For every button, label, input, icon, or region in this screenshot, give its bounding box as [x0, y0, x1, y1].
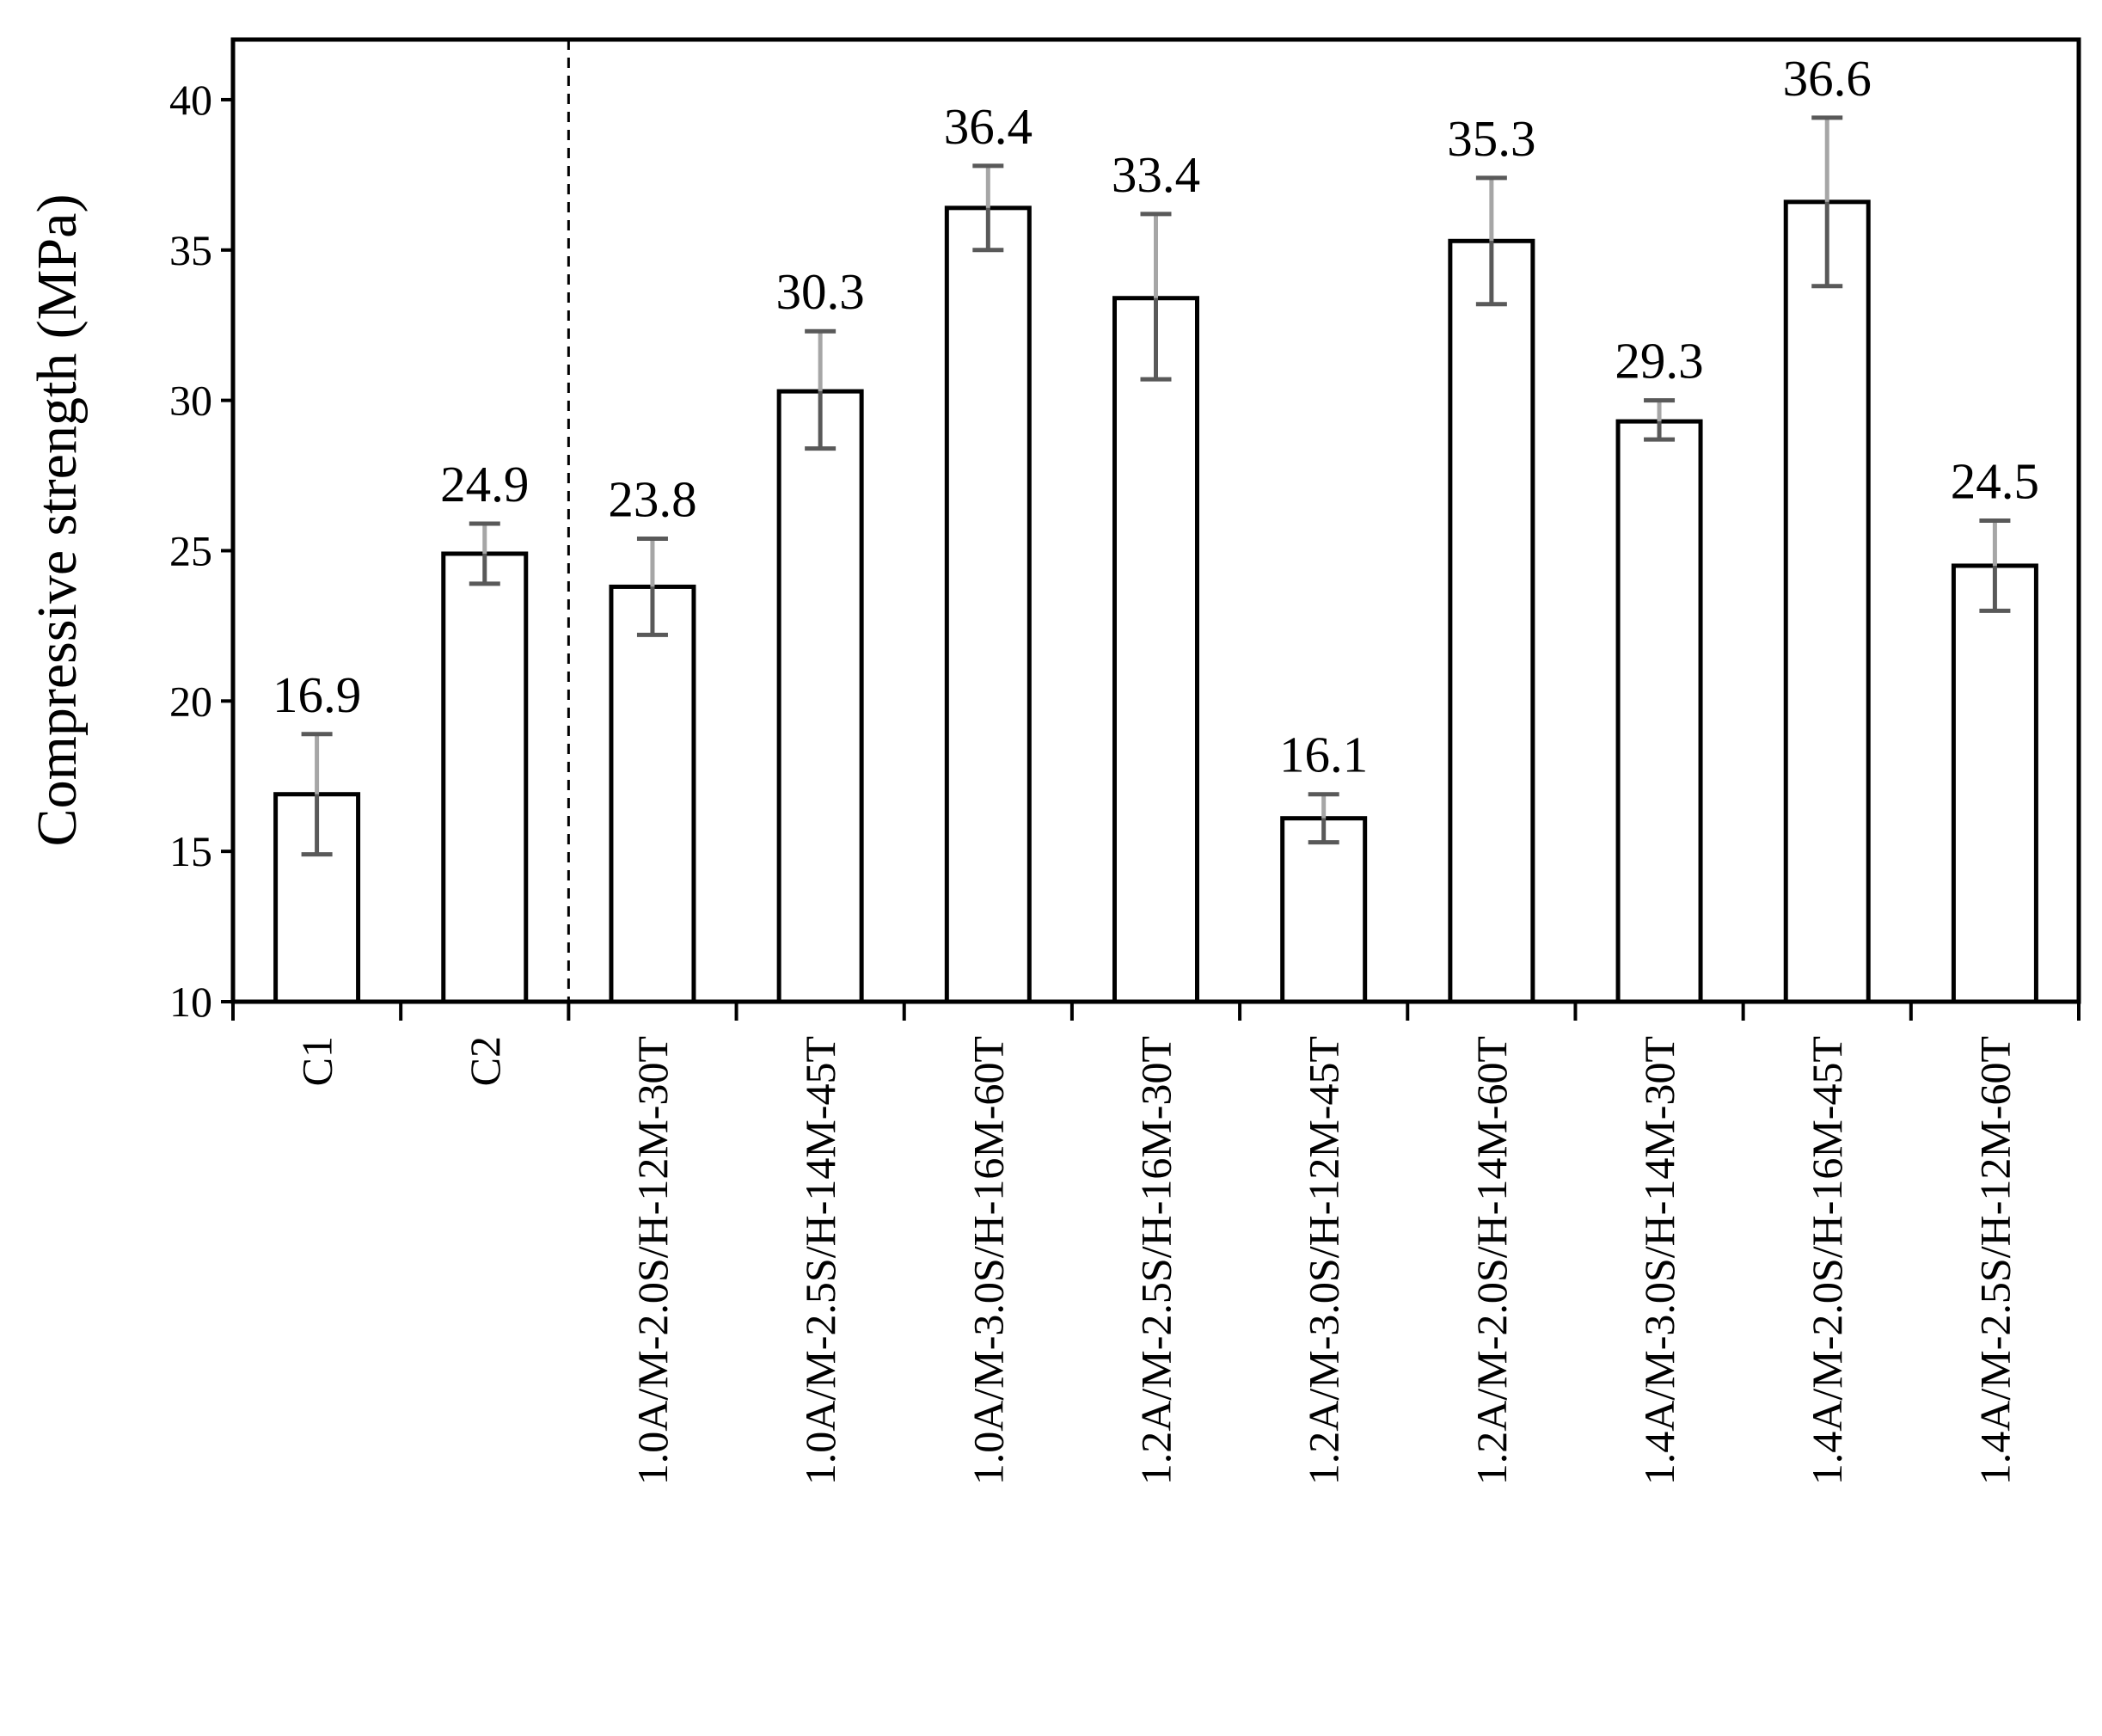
- y-tick-label: 35: [169, 226, 212, 274]
- data-label: 36.4: [944, 98, 1033, 155]
- data-label: 36.6: [1783, 50, 1872, 107]
- bar: [441, 551, 529, 1004]
- bar: [944, 205, 1032, 1004]
- x-category-label: 1.2A/M-2.5S/H-16M-30T: [1132, 1036, 1180, 1485]
- y-tick-label: 10: [169, 978, 212, 1026]
- data-label: 16.9: [273, 666, 361, 723]
- error-bars-group: [301, 115, 2011, 857]
- y-tick-label: 40: [169, 76, 212, 124]
- x-category-label: 1.2A/M-3.0S/H-12M-45T: [1300, 1036, 1348, 1485]
- bar: [1280, 816, 1368, 1004]
- x-category-label: 1.4A/M-2.0S/H-16M-45T: [1803, 1036, 1851, 1485]
- data-label: 30.3: [776, 263, 865, 320]
- x-category-label: 1.0A/M-2.0S/H-12M-30T: [628, 1036, 677, 1485]
- x-category-label: 1.4A/M-2.5S/H-12M-60T: [1970, 1036, 2019, 1485]
- y-tick-label: 25: [169, 526, 212, 574]
- y-axis-title: Compressive strength (MPa): [26, 194, 89, 847]
- bar: [1448, 238, 1535, 1004]
- y-axis: 10 15 20 25 30 35 40: [169, 76, 233, 1026]
- data-label: 24.9: [440, 456, 529, 512]
- x-category-label: C1: [293, 1036, 341, 1086]
- bar: [609, 584, 696, 1004]
- bar: [1783, 199, 1871, 1004]
- data-label: 33.4: [1112, 146, 1200, 203]
- data-label: 29.3: [1615, 333, 1703, 390]
- x-category-label: 1.4A/M-3.0S/H-14M-30T: [1635, 1036, 1683, 1485]
- bar: [1615, 419, 1703, 1004]
- bar: [1951, 563, 2038, 1004]
- y-tick-label: 30: [169, 377, 212, 425]
- x-category-label: 1.0A/M-3.0S/H-16M-60T: [964, 1036, 1012, 1485]
- data-label: 16.1: [1279, 727, 1368, 783]
- data-labels-group: 16.9 24.9 23.8 30.3 36.4 33.4 16.1 35.3 29.3 36.6…: [273, 50, 2039, 783]
- data-label: 35.3: [1447, 110, 1535, 167]
- bar: [776, 389, 864, 1004]
- y-tick-label: 20: [169, 677, 212, 725]
- x-category-label: 1.0A/M-2.5S/H-14M-45T: [796, 1036, 844, 1485]
- x-axis: C1 C2 1.0A/M-2.0S/H-12M-30T 1.0A/M-2.5S/H-1…: [231, 1002, 2081, 1485]
- x-category-label: C2: [461, 1036, 509, 1086]
- data-label: 24.5: [1951, 453, 2039, 510]
- data-label: 23.8: [608, 470, 696, 527]
- x-category-label: 1.2A/M-2.0S/H-14M-60T: [1468, 1036, 1516, 1485]
- bar: [1112, 296, 1199, 1004]
- y-tick-label: 15: [169, 827, 212, 875]
